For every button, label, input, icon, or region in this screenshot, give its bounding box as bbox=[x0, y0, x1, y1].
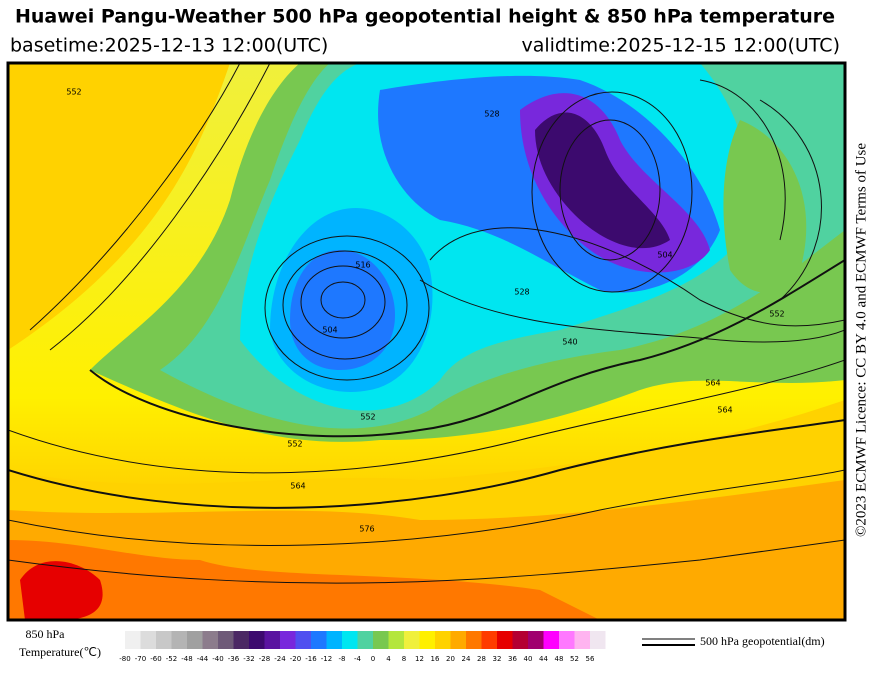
colorbar-box bbox=[373, 631, 389, 649]
colorbar-tick-label: -48 bbox=[181, 655, 192, 663]
colorbar: -80 -70 -60 -52 -48 -44 -40 -36 -32 -28 -24 -20 -16-… bbox=[119, 631, 606, 663]
contour-label: 564 bbox=[717, 406, 732, 415]
colorbar-tick-label: 32 bbox=[493, 655, 502, 663]
colorbar-box bbox=[559, 631, 575, 649]
contour-label: 552 bbox=[769, 310, 784, 319]
map-frame bbox=[6, 61, 847, 622]
colorbar-tick-label: -52 bbox=[166, 655, 177, 663]
colorbar-tick-label: 24 bbox=[462, 655, 471, 663]
colorbar-box bbox=[419, 631, 435, 649]
colorbar-box bbox=[156, 631, 172, 649]
colorbar-title: Temperature(℃) bbox=[19, 645, 101, 659]
colorbar-tick-label: 52 bbox=[570, 655, 579, 663]
licence: ©2023 ECMWF Licence: CC BY 4.0 and ECMWF… bbox=[853, 143, 869, 537]
contour-label: 552 bbox=[360, 413, 375, 422]
colorbar-tick-label: -70 bbox=[135, 655, 146, 663]
colorbar-tick-label: -36 bbox=[228, 655, 240, 663]
colorbar-box bbox=[450, 631, 466, 649]
colorbar-box bbox=[171, 631, 187, 649]
colorbar-box bbox=[295, 631, 311, 649]
colorbar-tick-label: 40 bbox=[524, 655, 533, 663]
colorbar-box bbox=[435, 631, 451, 649]
colorbar-tick-label: 12 bbox=[415, 655, 424, 663]
colorbar-box bbox=[202, 631, 218, 649]
colorbar-tick-label: 56 bbox=[586, 655, 595, 663]
colorbar-box bbox=[528, 631, 544, 649]
colorbar-box bbox=[249, 631, 265, 649]
map: 552 504 516 552 528 504 540 552 564 576 … bbox=[8, 63, 845, 620]
title: Huawei Pangu-Weather 500 hPa geopotentia… bbox=[15, 6, 835, 28]
colorbar-box bbox=[357, 631, 373, 649]
contour-label: 576 bbox=[359, 525, 374, 534]
colorbar-box bbox=[512, 631, 528, 649]
contour-label: 552 bbox=[66, 88, 81, 97]
contour-label: 540 bbox=[562, 338, 577, 347]
colorbar-box bbox=[342, 631, 358, 649]
colorbar-tick-label: 16 bbox=[431, 655, 440, 663]
colorbar-tick-label: 0 bbox=[371, 655, 375, 663]
colorbar-tick-label: -32 bbox=[243, 655, 254, 663]
colorbar-box bbox=[481, 631, 497, 649]
contour-label: 528 bbox=[484, 110, 499, 119]
colorbar-tick-label: -40 bbox=[212, 655, 223, 663]
contour-label: 504 bbox=[322, 326, 337, 335]
validtime: validtime:2025-12-15 12:00(UTC) bbox=[521, 35, 840, 57]
contour-label: 504 bbox=[657, 251, 672, 260]
colorbar-tick-label: -8 bbox=[339, 655, 346, 663]
contour-label: 564 bbox=[705, 379, 720, 388]
colorbar-box bbox=[233, 631, 249, 649]
colorbar-box bbox=[218, 631, 234, 649]
colorbar-box bbox=[404, 631, 420, 649]
colorbar-box bbox=[326, 631, 342, 649]
colorbar-box bbox=[590, 631, 606, 649]
contour-label: 564 bbox=[290, 482, 305, 491]
contour-label: 552 bbox=[287, 440, 302, 449]
colorbar-box bbox=[574, 631, 590, 649]
colorbar-box bbox=[264, 631, 280, 649]
colorbar-box bbox=[388, 631, 404, 649]
contour-label: 528 bbox=[514, 288, 529, 297]
basetime: basetime:2025-12-13 12:00(UTC) bbox=[10, 35, 328, 57]
colorbar-tick-label: -24 bbox=[274, 655, 286, 663]
contour-label: 516 bbox=[355, 261, 370, 270]
colorbar-box bbox=[466, 631, 482, 649]
colorbar-box bbox=[187, 631, 203, 649]
contours bbox=[8, 63, 845, 584]
colorbar-box bbox=[497, 631, 513, 649]
contour-labels: 552 504 516 552 528 504 540 552 564 576 … bbox=[66, 88, 784, 534]
colorbar-tick-label: 8 bbox=[402, 655, 406, 663]
colorbar-tick-label: 36 bbox=[508, 655, 517, 663]
colorbar-tick-label: -80 bbox=[119, 655, 130, 663]
colorbar-box bbox=[140, 631, 156, 649]
colorbar-tick-label: -12 bbox=[321, 655, 332, 663]
colorbar-tick-label: -60 bbox=[150, 655, 161, 663]
colorbar-tick-label: -28 bbox=[259, 655, 270, 663]
colorbar-tick-label: 44 bbox=[539, 655, 548, 663]
colorbar-box bbox=[543, 631, 559, 649]
colorbar-tick-label: -4 bbox=[354, 655, 362, 663]
colorbar-box bbox=[280, 631, 296, 649]
colorbar-tick-label: 4 bbox=[386, 655, 391, 663]
colorbar-tick-label: -16 bbox=[305, 655, 317, 663]
colorbar-box bbox=[125, 631, 141, 649]
colorbar-tick-label: 20 bbox=[446, 655, 455, 663]
colorbar-tick-label: 48 bbox=[555, 655, 564, 663]
colorbar-tick-label: 28 bbox=[477, 655, 486, 663]
colorbar-tick-label: -44 bbox=[197, 655, 209, 663]
colorbar-title: 850 hPa bbox=[26, 627, 66, 641]
colorbar-box bbox=[311, 631, 327, 649]
colorbar-tick-label: -20 bbox=[290, 655, 301, 663]
legend-label: 500 hPa geopotential(dm) bbox=[700, 634, 825, 648]
